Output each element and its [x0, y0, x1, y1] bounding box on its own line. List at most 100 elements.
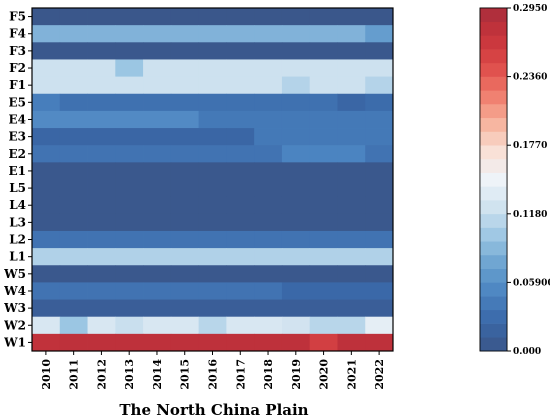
heatmap-cell [309, 93, 338, 112]
heatmap-cell [226, 110, 255, 129]
heatmap-cell [59, 230, 88, 249]
heatmap-cell [59, 145, 88, 163]
heatmap-cell [170, 145, 200, 163]
heatmap-cell [32, 76, 61, 95]
heatmap-cell [198, 76, 227, 95]
heatmap-cell [226, 265, 255, 283]
heatmap-cell [198, 145, 227, 163]
heatmap-cell [87, 162, 116, 180]
heatmap-cells [32, 8, 394, 352]
heatmap-cell [254, 59, 283, 77]
heatmap-cell [170, 8, 200, 26]
heatmap-cell [143, 299, 172, 318]
y-tick-label: W2 [3, 318, 26, 332]
heatmap-cell [143, 282, 172, 300]
heatmap-cell [59, 299, 88, 318]
heatmap-cell [254, 8, 283, 26]
heatmap-cell [226, 25, 255, 43]
heatmap-cell [143, 110, 172, 129]
heatmap-cell [115, 110, 144, 129]
heatmap-cell [198, 248, 227, 266]
heatmap-cell [115, 59, 144, 77]
y-tick-label: W3 [3, 301, 26, 315]
heatmap-cell [87, 213, 116, 232]
heatmap-cell [337, 110, 366, 129]
heatmap-cell [143, 25, 172, 43]
colorbar-segment [480, 117, 507, 132]
y-tick-label: L5 [9, 181, 26, 195]
x-tick-label: 2022 [373, 359, 386, 390]
heatmap-cell [32, 213, 61, 232]
heatmap-cell [143, 316, 172, 335]
heatmap-cell [32, 282, 61, 300]
heatmap-cell [281, 128, 311, 146]
heatmap-cell [309, 145, 338, 163]
heatmap-cell [170, 230, 200, 249]
y-tick-label: E3 [9, 130, 27, 144]
heatmap-cell [32, 59, 61, 77]
heatmap-cell [337, 179, 366, 198]
heatmap-cell [32, 25, 61, 43]
heatmap-cell [365, 282, 394, 300]
heatmap-cell [226, 128, 255, 146]
heatmap-cell [115, 145, 144, 163]
heatmap-cell [115, 299, 144, 318]
colorbar-border [479, 7, 508, 352]
heatmap-cell [254, 333, 283, 352]
heatmap-cell [281, 299, 311, 318]
heatmap-cell [226, 196, 255, 215]
colorbar-segment [480, 241, 507, 256]
heatmap-cell [32, 162, 61, 180]
heatmap-cell [115, 248, 144, 266]
heatmap-cell [281, 93, 311, 112]
x-tick-label: 2014 [151, 359, 164, 390]
heatmap-cell [59, 93, 88, 112]
heatmap-cell [32, 42, 61, 60]
colorbar-segment [480, 90, 507, 105]
heatmap-cell [337, 333, 366, 352]
heatmap-cell [115, 8, 144, 26]
colorbar-segment [480, 8, 507, 23]
x-tick-label: 2010 [40, 359, 53, 390]
heatmap-cell [87, 59, 116, 77]
heatmap-cell [143, 196, 172, 215]
heatmap-cell [87, 196, 116, 215]
heatmap-cell [226, 59, 255, 77]
heatmap-cell [87, 333, 116, 352]
heatmap-cell [337, 59, 366, 77]
heatmap-cell [337, 282, 366, 300]
heatmap-cell [198, 230, 227, 249]
y-tick-label: W4 [3, 284, 26, 298]
colorbar-segment [480, 76, 507, 91]
heatmap-cell [281, 59, 311, 77]
colorbar-tick-label: 0.1770 [513, 141, 547, 151]
y-tick-label: F4 [9, 27, 26, 41]
heatmap-cell [337, 128, 366, 146]
y-tick-label: W5 [3, 267, 26, 281]
colorbar-segment [480, 49, 507, 64]
heatmap-cell [254, 196, 283, 215]
heatmap-cell [226, 248, 255, 266]
y-tick-label: E1 [9, 164, 27, 178]
heatmap-cell [226, 162, 255, 180]
x-tick-label: 2015 [179, 359, 192, 390]
x-axis-title: The North China Plain [119, 401, 308, 419]
colorbar-segment [480, 21, 507, 36]
heatmap-cell [337, 162, 366, 180]
heatmap-cell [226, 93, 255, 112]
heatmap-cell [170, 42, 200, 60]
colorbar-segment [480, 323, 507, 338]
heatmap-cell [309, 248, 338, 266]
heatmap-cell [254, 145, 283, 163]
heatmap-cell [365, 179, 394, 198]
colorbar-segment [480, 227, 507, 242]
heatmap-cell [226, 42, 255, 60]
heatmap-cell [59, 248, 88, 266]
heatmap-cell [337, 213, 366, 232]
heatmap-cell [309, 333, 338, 352]
colorbar-segment [480, 254, 507, 269]
x-tick-label: 2019 [290, 359, 303, 390]
heatmap-cell [32, 230, 61, 249]
heatmap-cell [198, 179, 227, 198]
